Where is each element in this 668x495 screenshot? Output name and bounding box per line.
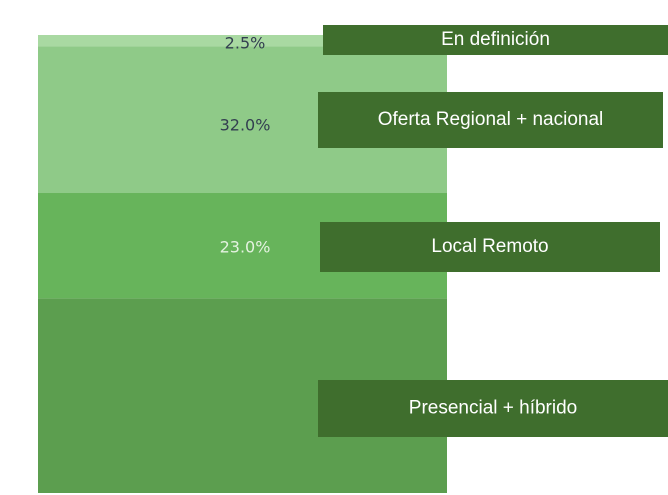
value-label: 32.0% — [220, 116, 271, 135]
value-label: 23.0% — [220, 238, 271, 257]
series-label: Oferta Regional + nacional — [378, 109, 604, 130]
label-box — [320, 222, 660, 272]
label-box — [323, 25, 668, 55]
label-box — [318, 92, 663, 148]
bar-segment — [38, 35, 447, 47]
series-label: En definición — [441, 29, 550, 50]
series-label: Presencial + híbrido — [409, 398, 577, 419]
label-box — [318, 380, 668, 437]
value-label: 2.5% — [225, 34, 266, 53]
series-label: Local Remoto — [431, 236, 548, 257]
